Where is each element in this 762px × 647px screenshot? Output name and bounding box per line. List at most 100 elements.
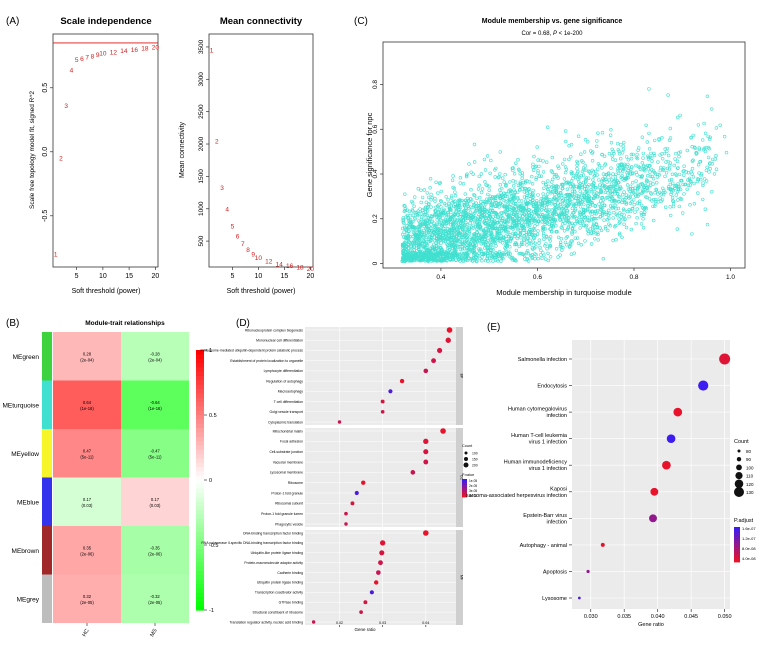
data-point-label: 9 — [96, 52, 100, 59]
scatter-point — [653, 191, 657, 195]
scatter-point — [557, 166, 561, 170]
scatter-point — [612, 210, 616, 215]
scatter-point — [467, 227, 471, 232]
scatter-point — [425, 191, 429, 195]
scatter-point — [525, 193, 529, 198]
scatter-point — [534, 210, 539, 215]
scatter-point — [531, 236, 536, 240]
scatter-point — [439, 235, 443, 239]
scatter-point — [437, 181, 442, 185]
scatter-point — [678, 150, 683, 154]
scatter-point — [550, 212, 555, 216]
scatter-point — [687, 178, 692, 182]
scatter-point — [475, 221, 479, 225]
scatter-point — [582, 219, 587, 223]
scatter-point — [543, 227, 548, 231]
scatter-point — [432, 225, 436, 229]
scatter-point — [654, 181, 659, 185]
scatter-point — [491, 255, 495, 259]
scatter-point — [578, 184, 582, 189]
term-dot — [361, 480, 366, 485]
scatter-point — [565, 187, 570, 191]
scatter-point — [483, 252, 487, 257]
scatter-point — [696, 123, 701, 127]
scatter-point — [465, 172, 469, 176]
scatter-point — [635, 201, 640, 205]
scatter-point — [516, 183, 521, 188]
scatter-point — [485, 218, 489, 223]
scatter-point — [572, 215, 576, 220]
scatter-point — [495, 215, 500, 220]
cell-value: -0.47 — [150, 448, 160, 453]
scatter-point — [666, 93, 670, 97]
scatter-point — [620, 193, 625, 197]
scatter-point — [462, 251, 466, 256]
scatter-point — [644, 123, 648, 128]
colorbar-segment — [196, 454, 204, 459]
scatter-point — [569, 252, 574, 256]
scatter-point — [593, 216, 597, 221]
scatter-point — [666, 186, 671, 191]
legend-color-segment — [734, 554, 740, 557]
colorbar-segment — [196, 493, 204, 498]
scatter-point — [484, 234, 488, 238]
scatter-point — [595, 173, 599, 177]
chart-title: Module membership vs. gene significance — [482, 18, 623, 25]
scatter-point — [615, 183, 619, 188]
scatter-point — [657, 173, 662, 177]
scatter-point — [546, 251, 550, 256]
scatter-point — [557, 215, 562, 219]
scatter-point — [486, 228, 491, 233]
scatter-point — [438, 253, 442, 257]
scatter-point — [653, 202, 658, 206]
scatter-point — [565, 209, 569, 213]
scatter-point — [634, 221, 638, 226]
scatter-point — [461, 235, 465, 239]
scatter-point — [567, 245, 572, 249]
scatter-point — [519, 251, 523, 256]
scatter-point — [635, 152, 639, 157]
scatter-point — [441, 234, 445, 238]
scatter-point — [690, 166, 695, 171]
scatter-point — [419, 200, 423, 205]
scatter-point — [525, 202, 529, 206]
colorbar-label: 1 — [209, 348, 212, 354]
scatter-point — [707, 170, 711, 174]
scatter-point — [668, 126, 672, 131]
scatter-point — [677, 172, 682, 177]
scatter-point — [530, 256, 534, 260]
legend-color-segment — [734, 540, 740, 543]
term-label: Macroautophagy — [278, 390, 304, 394]
scatter-point — [413, 217, 417, 221]
scatter-point — [656, 160, 660, 164]
scatter-point — [475, 231, 479, 235]
scatter-point — [565, 192, 570, 197]
scatter-point — [585, 208, 590, 212]
scatter-point — [585, 215, 590, 220]
facet-background — [305, 428, 456, 527]
scatter-point — [415, 249, 419, 253]
scatter-point — [592, 189, 597, 194]
legend-color-segment — [462, 494, 467, 496]
scatter-point — [489, 205, 493, 210]
y-tick-label: 3500 — [198, 39, 205, 54]
scatter-point — [614, 238, 618, 242]
cell-pvalue: (2e-06) — [80, 551, 94, 556]
scatter-point — [626, 169, 630, 173]
scatter-point — [518, 172, 522, 176]
scatter-point — [407, 222, 411, 226]
scatter-point — [543, 244, 547, 248]
scatter-point — [471, 172, 475, 176]
x-tick-label: 0.04 — [422, 621, 429, 625]
term-label: Phagocytic vesicle — [275, 522, 303, 526]
colorbar-segment — [196, 553, 204, 559]
scatter-point — [471, 223, 475, 228]
scatter-point — [591, 223, 596, 227]
scatter-point — [440, 224, 444, 228]
scatter-point — [456, 198, 461, 203]
scatter-point — [443, 234, 447, 238]
scatter-point — [400, 243, 405, 247]
plot-frame — [382, 41, 746, 269]
scatter-point — [491, 225, 495, 229]
scatter-point — [706, 155, 711, 160]
